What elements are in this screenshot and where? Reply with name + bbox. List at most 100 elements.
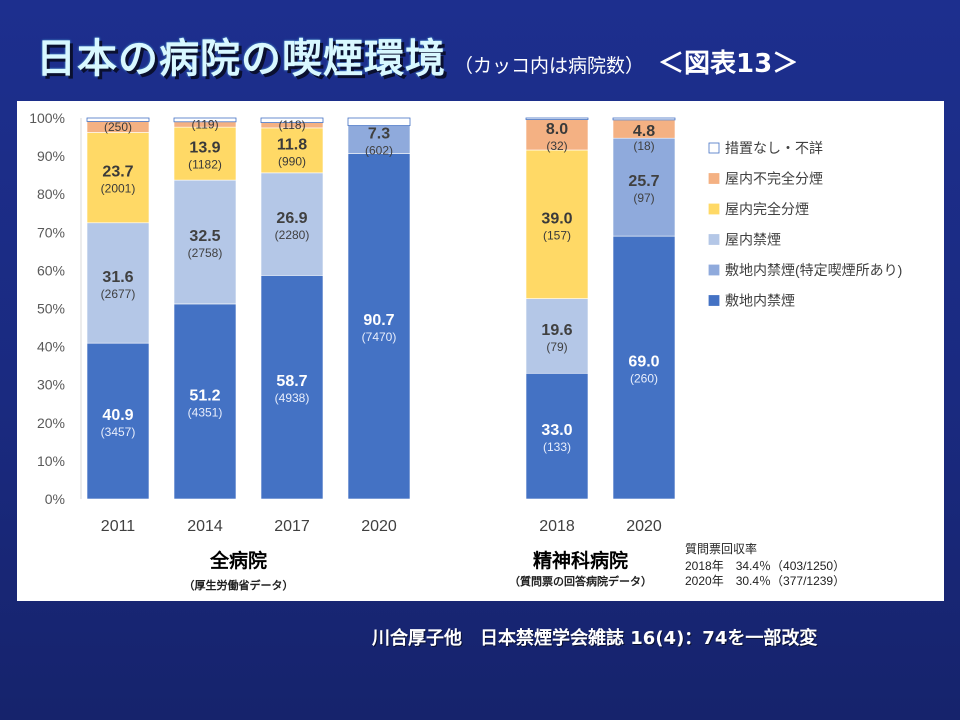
y-tick-label: 20% bbox=[37, 415, 65, 431]
legend-swatch bbox=[708, 264, 720, 276]
x-tick-label: 2014 bbox=[187, 518, 223, 535]
bar-segment bbox=[612, 137, 676, 237]
count-label: (2677) bbox=[101, 287, 136, 301]
data-label: 26.9 bbox=[276, 210, 307, 227]
bar-segment bbox=[260, 172, 324, 276]
count-label: (3457) bbox=[101, 425, 136, 439]
data-label: 51.2 bbox=[189, 387, 220, 404]
group-sublabel: （厚生労働省データ） bbox=[184, 578, 294, 592]
bar-segment bbox=[173, 126, 237, 181]
bar-segment bbox=[173, 117, 237, 123]
bar-segment bbox=[347, 125, 411, 154]
group-label: 精神科病院 bbox=[533, 549, 628, 572]
data-label: 23.7 bbox=[102, 164, 133, 181]
bar-segment bbox=[173, 179, 237, 305]
legend-swatch bbox=[708, 295, 720, 306]
count-label: (2758) bbox=[188, 246, 223, 260]
bar-segment bbox=[260, 117, 324, 123]
survey-note-title: 質問票回収率 bbox=[685, 541, 757, 556]
page-title: 日本の病院の喫煙環境 bbox=[36, 36, 446, 82]
bar-segment bbox=[525, 119, 589, 151]
x-tick-label: 2018 bbox=[539, 518, 575, 535]
count-label: (157) bbox=[543, 228, 571, 242]
count-label: (133) bbox=[543, 440, 571, 454]
count-label: (4351) bbox=[188, 405, 223, 419]
bar-segment bbox=[347, 117, 411, 127]
count-label: (32) bbox=[546, 139, 567, 153]
data-label: 4.8 bbox=[633, 123, 655, 140]
citation: 川合厚子他 日本禁煙学会雑誌 16(4)：74を一部改変 bbox=[372, 628, 818, 649]
data-label: 19.6 bbox=[541, 322, 572, 339]
count-label: (2001) bbox=[101, 182, 136, 196]
y-tick-label: 70% bbox=[37, 224, 65, 240]
legend-label: 屋内禁煙 bbox=[725, 232, 781, 248]
bar-segment bbox=[525, 372, 589, 500]
survey-note-line: 2018年 34.4％（403/1250） bbox=[685, 559, 845, 573]
count-label: (2280) bbox=[275, 228, 310, 242]
bar-segment bbox=[612, 117, 676, 121]
bar-segment bbox=[173, 303, 237, 500]
x-tick-label: 2020 bbox=[361, 518, 397, 535]
y-tick-label: 90% bbox=[37, 148, 65, 164]
data-label: 31.6 bbox=[102, 269, 133, 286]
data-label: 32.5 bbox=[189, 228, 220, 245]
count-label: (602) bbox=[365, 144, 393, 158]
bar-segment bbox=[260, 127, 324, 174]
legend-swatch bbox=[708, 234, 720, 245]
data-label: 58.7 bbox=[276, 373, 307, 390]
legend-swatch bbox=[708, 173, 720, 184]
bar-segment bbox=[612, 235, 676, 500]
data-label: 69.0 bbox=[628, 354, 659, 371]
legend-label: 屋内完全分煙 bbox=[725, 201, 809, 217]
y-tick-label: 10% bbox=[37, 453, 65, 469]
y-tick-label: 60% bbox=[37, 262, 65, 278]
survey-note-line: 2020年 30.4％（377/1239） bbox=[685, 574, 845, 588]
count-label: (79) bbox=[546, 340, 567, 354]
group-label: 全病院 bbox=[209, 549, 267, 572]
data-label: 8.0 bbox=[546, 121, 568, 138]
data-label: 39.0 bbox=[541, 210, 572, 227]
bar-segment bbox=[347, 153, 411, 500]
count-label: (1182) bbox=[188, 158, 222, 172]
count-label: (250) bbox=[104, 120, 132, 134]
data-label: 13.9 bbox=[189, 140, 220, 157]
y-tick-label: 50% bbox=[37, 301, 65, 317]
legend-label: 措置なし・不詳 bbox=[725, 140, 823, 156]
bar-segment bbox=[86, 222, 150, 344]
legend-label: 敷地内禁煙(特定喫煙所あり) bbox=[725, 262, 902, 278]
group-sublabel: （質問票の回答病院データ） bbox=[509, 574, 652, 588]
legend-swatch bbox=[708, 142, 720, 154]
y-tick-label: 80% bbox=[37, 186, 65, 202]
data-label: 90.7 bbox=[363, 312, 394, 329]
count-label: (990) bbox=[278, 154, 306, 168]
bar-segment bbox=[86, 132, 150, 224]
x-tick-label: 2017 bbox=[274, 518, 310, 535]
y-tick-label: 30% bbox=[37, 377, 65, 393]
data-label: 25.7 bbox=[628, 173, 659, 190]
legend-swatch bbox=[708, 203, 720, 215]
data-label: 33.0 bbox=[541, 422, 572, 439]
count-label: (18) bbox=[633, 139, 654, 153]
count-label: (118) bbox=[278, 118, 305, 132]
bar-segment bbox=[525, 117, 589, 120]
data-label: 11.8 bbox=[277, 136, 307, 153]
bar-segment bbox=[260, 275, 324, 500]
x-tick-label: 2011 bbox=[101, 518, 136, 535]
data-label: 40.9 bbox=[102, 407, 133, 424]
page-subtitle: （カッコ内は病院数） bbox=[454, 55, 645, 77]
figure-label: ＜図表13＞ bbox=[658, 49, 799, 79]
count-label: (7470) bbox=[362, 330, 397, 344]
title-row: 日本の病院の喫煙環境 （カッコ内は病院数） ＜図表13＞ bbox=[36, 26, 798, 86]
x-tick-label: 2020 bbox=[626, 518, 662, 535]
bar-segment bbox=[525, 298, 589, 374]
count-label: (4938) bbox=[275, 391, 310, 405]
legend-label: 敷地内禁煙 bbox=[725, 293, 795, 309]
count-label: (119) bbox=[191, 117, 218, 131]
bar-segment bbox=[86, 342, 150, 500]
chart-panel: 0% 10% 20% 30% 40% 50% 60% 70% 80% 90% 100% 40.9 (34… bbox=[17, 101, 944, 601]
y-tick-label: 0% bbox=[45, 491, 65, 507]
y-tick-label: 40% bbox=[37, 339, 65, 355]
legend-label: 屋内不完全分煙 bbox=[725, 171, 823, 187]
bar-segment bbox=[86, 117, 150, 122]
data-label: 7.3 bbox=[368, 126, 390, 143]
